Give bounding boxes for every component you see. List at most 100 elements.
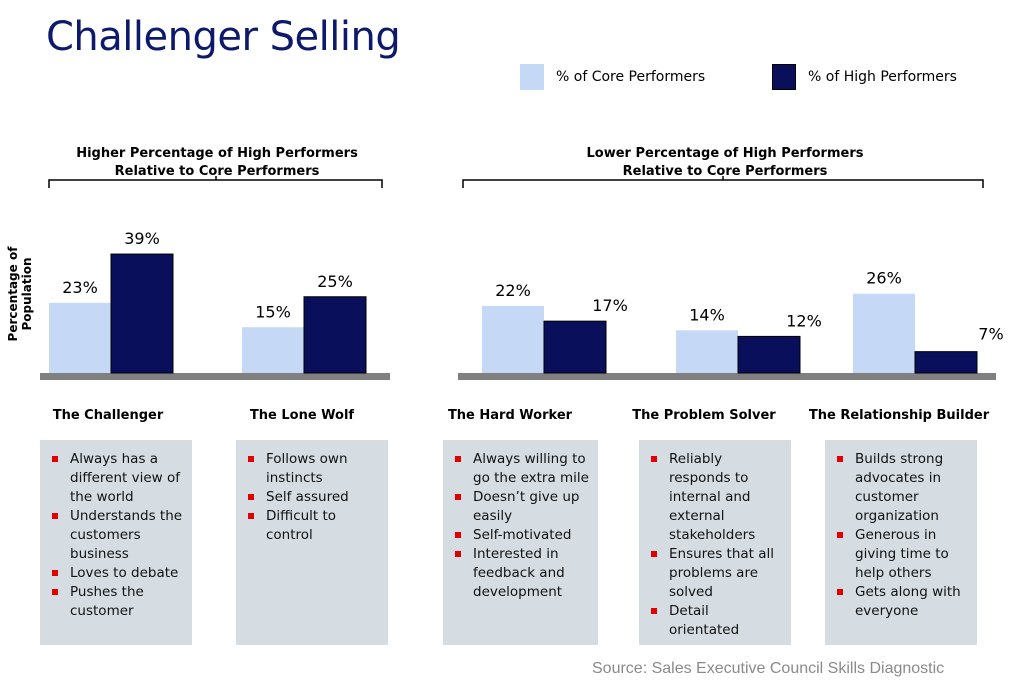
- category-label-lone-wolf: The Lone Wolf: [249, 408, 355, 423]
- bullet-icon: [651, 608, 657, 614]
- card-item: Detail orientated: [651, 602, 783, 640]
- card-item-text: Always has a different view of the world: [70, 451, 181, 505]
- card-item: Builds strong advocates in customer orga…: [837, 450, 969, 526]
- data-label-high-relationship-builder: 7%: [978, 325, 1003, 344]
- legend-swatch-core: [520, 64, 544, 90]
- bar-high-hard-worker: [543, 320, 607, 374]
- legend-label-core: % of Core Performers: [556, 69, 706, 85]
- legend-label-high: % of High Performers: [808, 69, 957, 85]
- bullet-icon: [455, 456, 461, 462]
- card-item-text: Understands the customers business: [70, 508, 183, 562]
- card-problem-solver: Reliably responds to internal and extern…: [639, 440, 791, 645]
- category-label-problem-solver: The Problem Solver: [632, 408, 776, 423]
- bullet-icon: [837, 532, 843, 538]
- card-item: Self assured: [248, 488, 380, 507]
- data-label-high-hard-worker: 17%: [592, 296, 628, 315]
- card-item: Difficult to control: [248, 507, 380, 545]
- group-label-right-line2: Relative to Core Performers: [622, 164, 828, 179]
- bullet-icon: [52, 513, 58, 519]
- card-item: Self-motivated: [455, 526, 590, 545]
- card-item: Follows own instincts: [248, 450, 380, 488]
- bullet-icon: [52, 456, 58, 462]
- card-item-text: Builds strong advocates in customer orga…: [855, 451, 944, 524]
- bullet-icon: [248, 456, 254, 462]
- card-item: Gets along with everyone: [837, 583, 969, 621]
- data-label-core-problem-solver: 14%: [689, 305, 725, 324]
- card-item: Interested in feedback and development: [455, 545, 590, 602]
- card-item: Always willing to go the extra mile: [455, 450, 590, 488]
- data-label-high-problem-solver: 12%: [786, 311, 822, 330]
- card-item: Pushes the customer: [52, 583, 184, 621]
- card-item: Generous in giving time to help others: [837, 526, 969, 583]
- legend-swatch-high: [772, 64, 796, 90]
- bar-high-challenger: [110, 253, 174, 374]
- baseline-left: [40, 373, 390, 380]
- card-item-text: Difficult to control: [266, 508, 337, 543]
- category-label-relationship-builder: The Relationship Builder: [808, 408, 990, 423]
- bar-high-lone-wolf: [303, 296, 367, 374]
- card-lone-wolf: Follows own instincts Self assured Diffi…: [236, 440, 388, 645]
- category-label-challenger: The Challenger: [52, 408, 164, 423]
- legend-core: % of Core Performers: [520, 63, 705, 91]
- source-note: Source: Sales Executive Council Skills D…: [592, 660, 945, 677]
- card-challenger: Always has a different view of the world…: [40, 440, 192, 645]
- data-label-core-lone-wolf: 15%: [255, 302, 291, 321]
- card-item-text: Doesn’t give up easily: [473, 489, 580, 524]
- card-item: Doesn’t give up easily: [455, 488, 590, 526]
- page-title: Challenger Selling: [46, 14, 401, 60]
- card-item-text: Interested in feedback and development: [473, 546, 565, 600]
- card-item-text: Loves to debate: [70, 565, 179, 581]
- card-item-text: Pushes the customer: [70, 584, 144, 619]
- bar-high-relationship-builder: [914, 351, 978, 374]
- data-label-core-hard-worker: 22%: [495, 281, 531, 300]
- card-item-text: Detail orientated: [669, 603, 740, 638]
- bar-core-hard-worker: [482, 305, 544, 373]
- card-item-text: Gets along with everyone: [855, 584, 961, 619]
- bullet-icon: [837, 456, 843, 462]
- group-label-left-line2: Relative to Core Performers: [114, 164, 320, 179]
- bullet-icon: [837, 589, 843, 595]
- bracket-left: [48, 176, 383, 188]
- group-label-left-line1: Higher Percentage of High Performers: [76, 146, 358, 161]
- data-label-high-challenger: 39%: [124, 229, 160, 248]
- card-hard-worker: Always willing to go the extra mile Does…: [443, 440, 598, 645]
- card-item-text: Self-motivated: [473, 527, 572, 543]
- group-label-right: Lower Percentage of High Performers Rela…: [560, 145, 890, 181]
- card-item-text: Always willing to go the extra mile: [473, 451, 589, 486]
- bullet-icon: [248, 513, 254, 519]
- group-label-left: Higher Percentage of High Performers Rel…: [60, 145, 374, 181]
- card-item: Loves to debate: [52, 564, 184, 583]
- card-relationship-builder: Builds strong advocates in customer orga…: [825, 440, 977, 645]
- bullet-icon: [52, 570, 58, 576]
- card-item-text: Self assured: [266, 489, 349, 505]
- card-item-text: Reliably responds to internal and extern…: [669, 451, 756, 543]
- group-label-right-line1: Lower Percentage of High Performers: [586, 146, 864, 161]
- data-label-core-relationship-builder: 26%: [866, 269, 902, 288]
- bar-high-problem-solver: [737, 335, 801, 374]
- bullet-icon: [455, 494, 461, 500]
- bullet-icon: [52, 589, 58, 595]
- card-item: Always has a different view of the world: [52, 450, 184, 507]
- baseline-right: [458, 373, 996, 380]
- card-item: Ensures that all problems are solved: [651, 545, 783, 602]
- bracket-right: [462, 176, 984, 188]
- bullet-icon: [651, 551, 657, 557]
- bullet-icon: [455, 532, 461, 538]
- card-item-text: Follows own instincts: [266, 451, 348, 486]
- category-label-hard-worker: The Hard Worker: [447, 408, 573, 423]
- bar-core-problem-solver: [676, 330, 738, 373]
- bar-core-challenger: [49, 302, 111, 373]
- bar-chart: 23% 15% 22% 14% 26% 39% 25% 17% 12% 7%: [40, 176, 1004, 380]
- data-label-core-challenger: 23%: [62, 278, 98, 297]
- card-item: Understands the customers business: [52, 507, 184, 564]
- data-label-high-lone-wolf: 25%: [317, 272, 353, 291]
- bar-core-lone-wolf: [242, 327, 304, 373]
- bar-core-relationship-builder: [853, 293, 915, 373]
- bullet-icon: [248, 494, 254, 500]
- card-item-text: Generous in giving time to help others: [855, 527, 949, 581]
- bullet-icon: [455, 551, 461, 557]
- legend-high: % of High Performers: [772, 63, 957, 91]
- card-item: Reliably responds to internal and extern…: [651, 450, 783, 545]
- card-item-text: Ensures that all problems are solved: [669, 546, 775, 600]
- bullet-icon: [651, 456, 657, 462]
